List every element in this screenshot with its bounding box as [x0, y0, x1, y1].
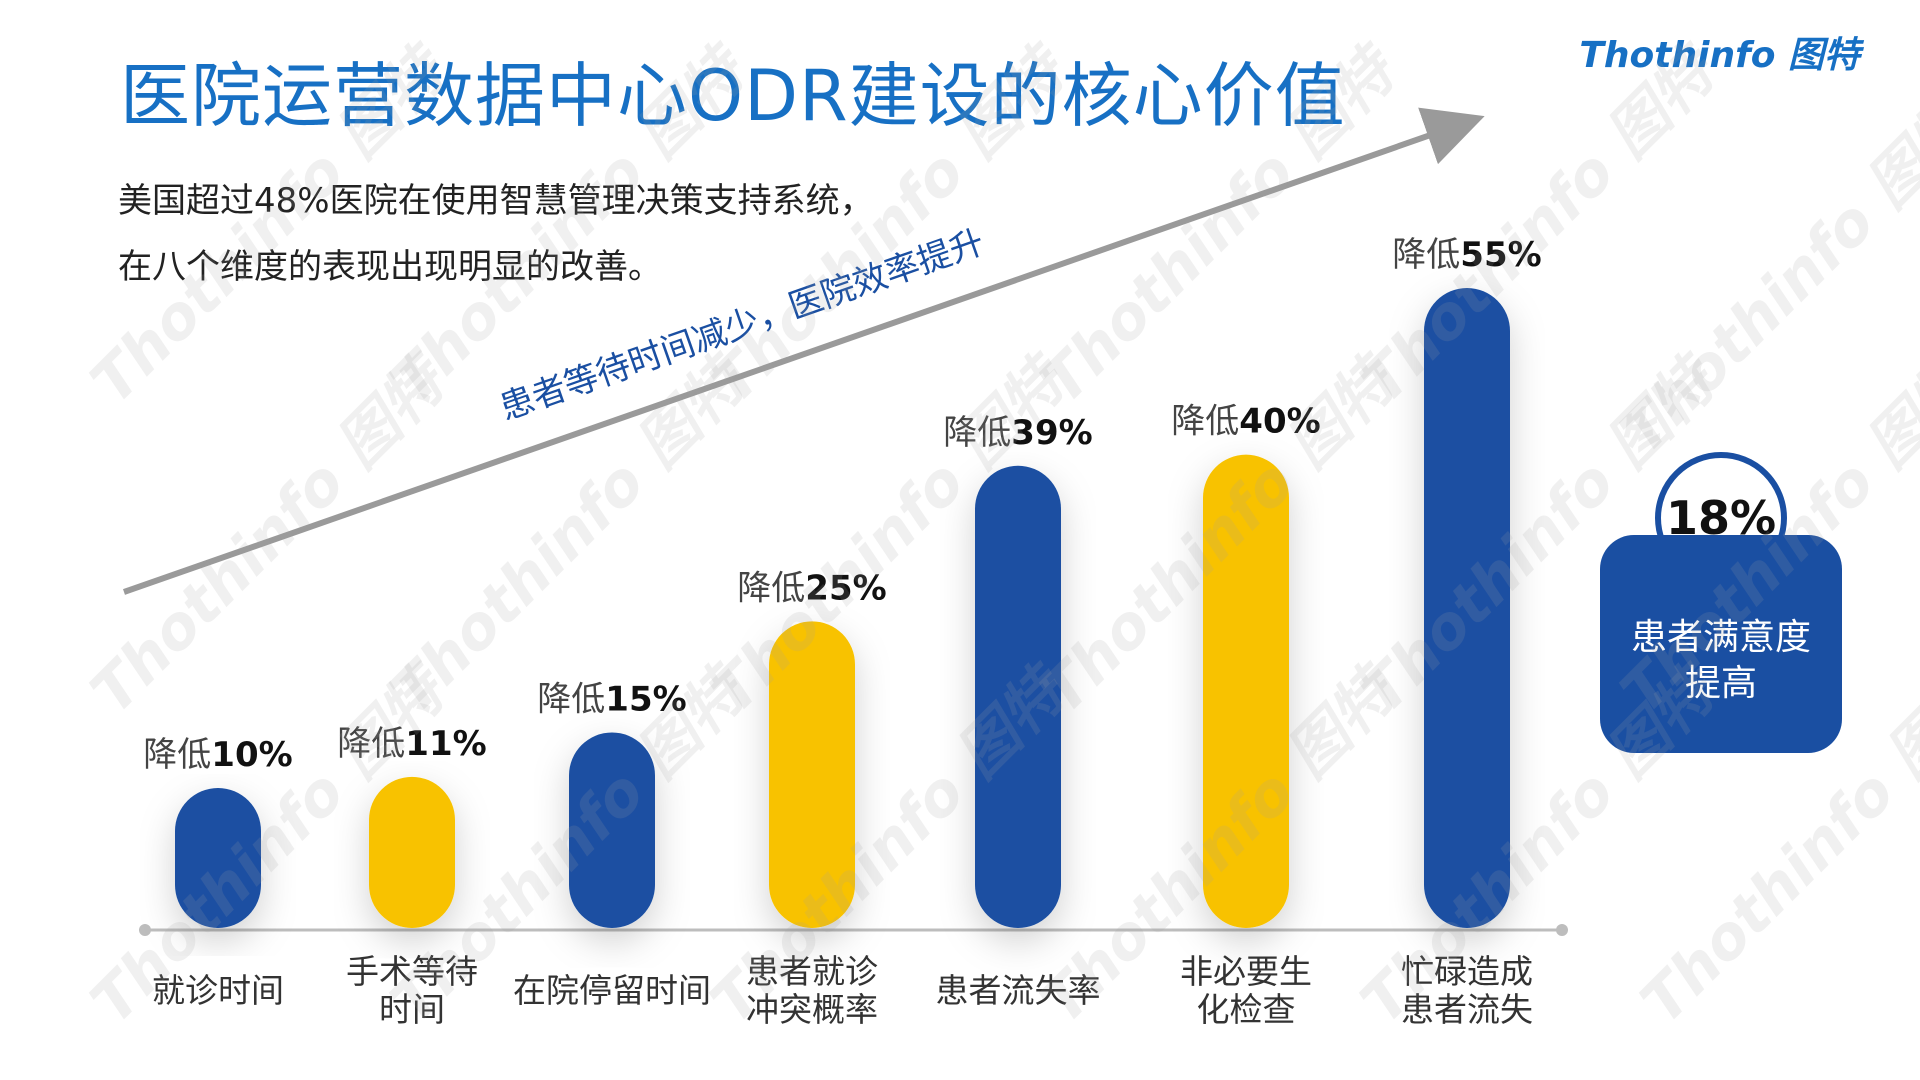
- category-label-6: 非必要生化检查: [1180, 952, 1312, 1029]
- value-label-1: 降低10%: [143, 735, 292, 775]
- category-label-7: 忙碌造成患者流失: [1401, 952, 1533, 1029]
- x-axis-end-right: [1556, 924, 1568, 936]
- bar-2: [369, 776, 455, 928]
- trend-arrow-label: 患者等待时间减少，医院效率提升: [495, 222, 990, 428]
- subtitle-line-1: 美国超过48%医院在使用智慧管理决策支持系统，: [118, 181, 874, 221]
- value-label-3: 降低15%: [537, 679, 686, 719]
- value-label-6: 降低40%: [1171, 402, 1320, 442]
- bar-3: [569, 732, 655, 928]
- value-label-7: 降低55%: [1392, 235, 1541, 275]
- badge-label-line-1: 患者满意度: [1630, 617, 1811, 658]
- category-label-4: 患者就诊冲突概率: [746, 952, 878, 1029]
- bar-7: [1424, 288, 1510, 928]
- category-label-5: 患者流失率: [936, 971, 1101, 1010]
- bar-6: [1203, 454, 1289, 928]
- bars-group: 降低10% 就诊时间 降低11% 手术等待时间 降低15% 在院停留时间 降低25% 患者就诊…: [143, 235, 1541, 1029]
- bar-4: [769, 621, 855, 928]
- bar-5: [975, 465, 1061, 928]
- badge-label: 患者满意度 提高: [1600, 615, 1842, 707]
- value-label-2: 降低11%: [337, 724, 486, 764]
- subtitle: 美国超过48%医院在使用智慧管理决策支持系统， 在八个维度的表现出现明显的改善。: [118, 168, 874, 300]
- category-label-3: 在院停留时间: [513, 971, 711, 1010]
- x-axis-end-left: [139, 924, 151, 936]
- page-title: 医院运营数据中心ODR建设的核心价值: [120, 55, 1346, 137]
- subtitle-line-2: 在八个维度的表现出现明显的改善。: [118, 247, 662, 287]
- value-label-5: 降低39%: [943, 413, 1092, 453]
- value-label-4: 降低25%: [737, 568, 886, 608]
- trend-arrow: [123, 107, 1485, 595]
- brand-logo: Thothinfo 图特: [1579, 35, 1860, 76]
- bar-1: [175, 788, 261, 928]
- category-label-1: 就诊时间: [152, 971, 284, 1010]
- satisfaction-badge: 患者满意度 提高: [1600, 535, 1842, 753]
- category-label-2: 手术等待时间: [346, 952, 478, 1029]
- badge-label-line-2: 提高: [1684, 663, 1757, 704]
